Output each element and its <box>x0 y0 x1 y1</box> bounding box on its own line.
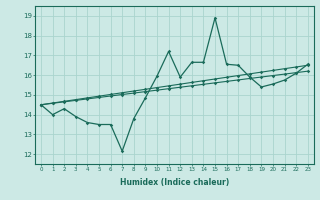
X-axis label: Humidex (Indice chaleur): Humidex (Indice chaleur) <box>120 178 229 187</box>
